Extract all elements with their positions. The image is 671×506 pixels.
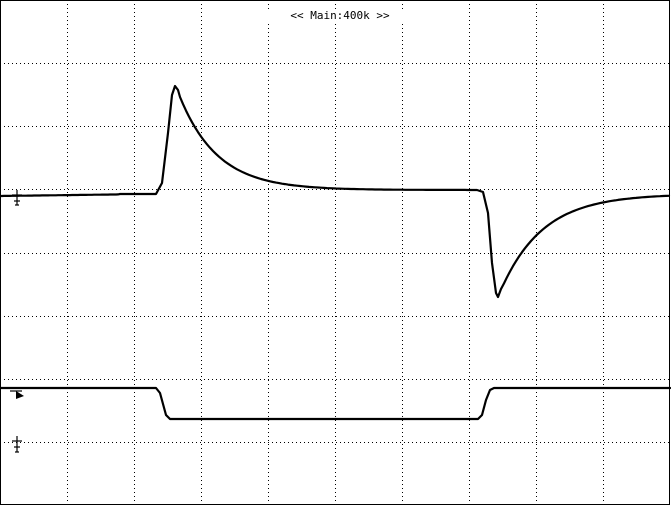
- channel-2-trace: [0, 386, 671, 421]
- timebase-readout: << Main:400k >>: [260, 9, 420, 23]
- ground-icon: [12, 190, 22, 206]
- trigger-level-icon: [10, 390, 24, 399]
- channel-1-trace: [0, 84, 671, 299]
- ground-icon: [12, 436, 22, 453]
